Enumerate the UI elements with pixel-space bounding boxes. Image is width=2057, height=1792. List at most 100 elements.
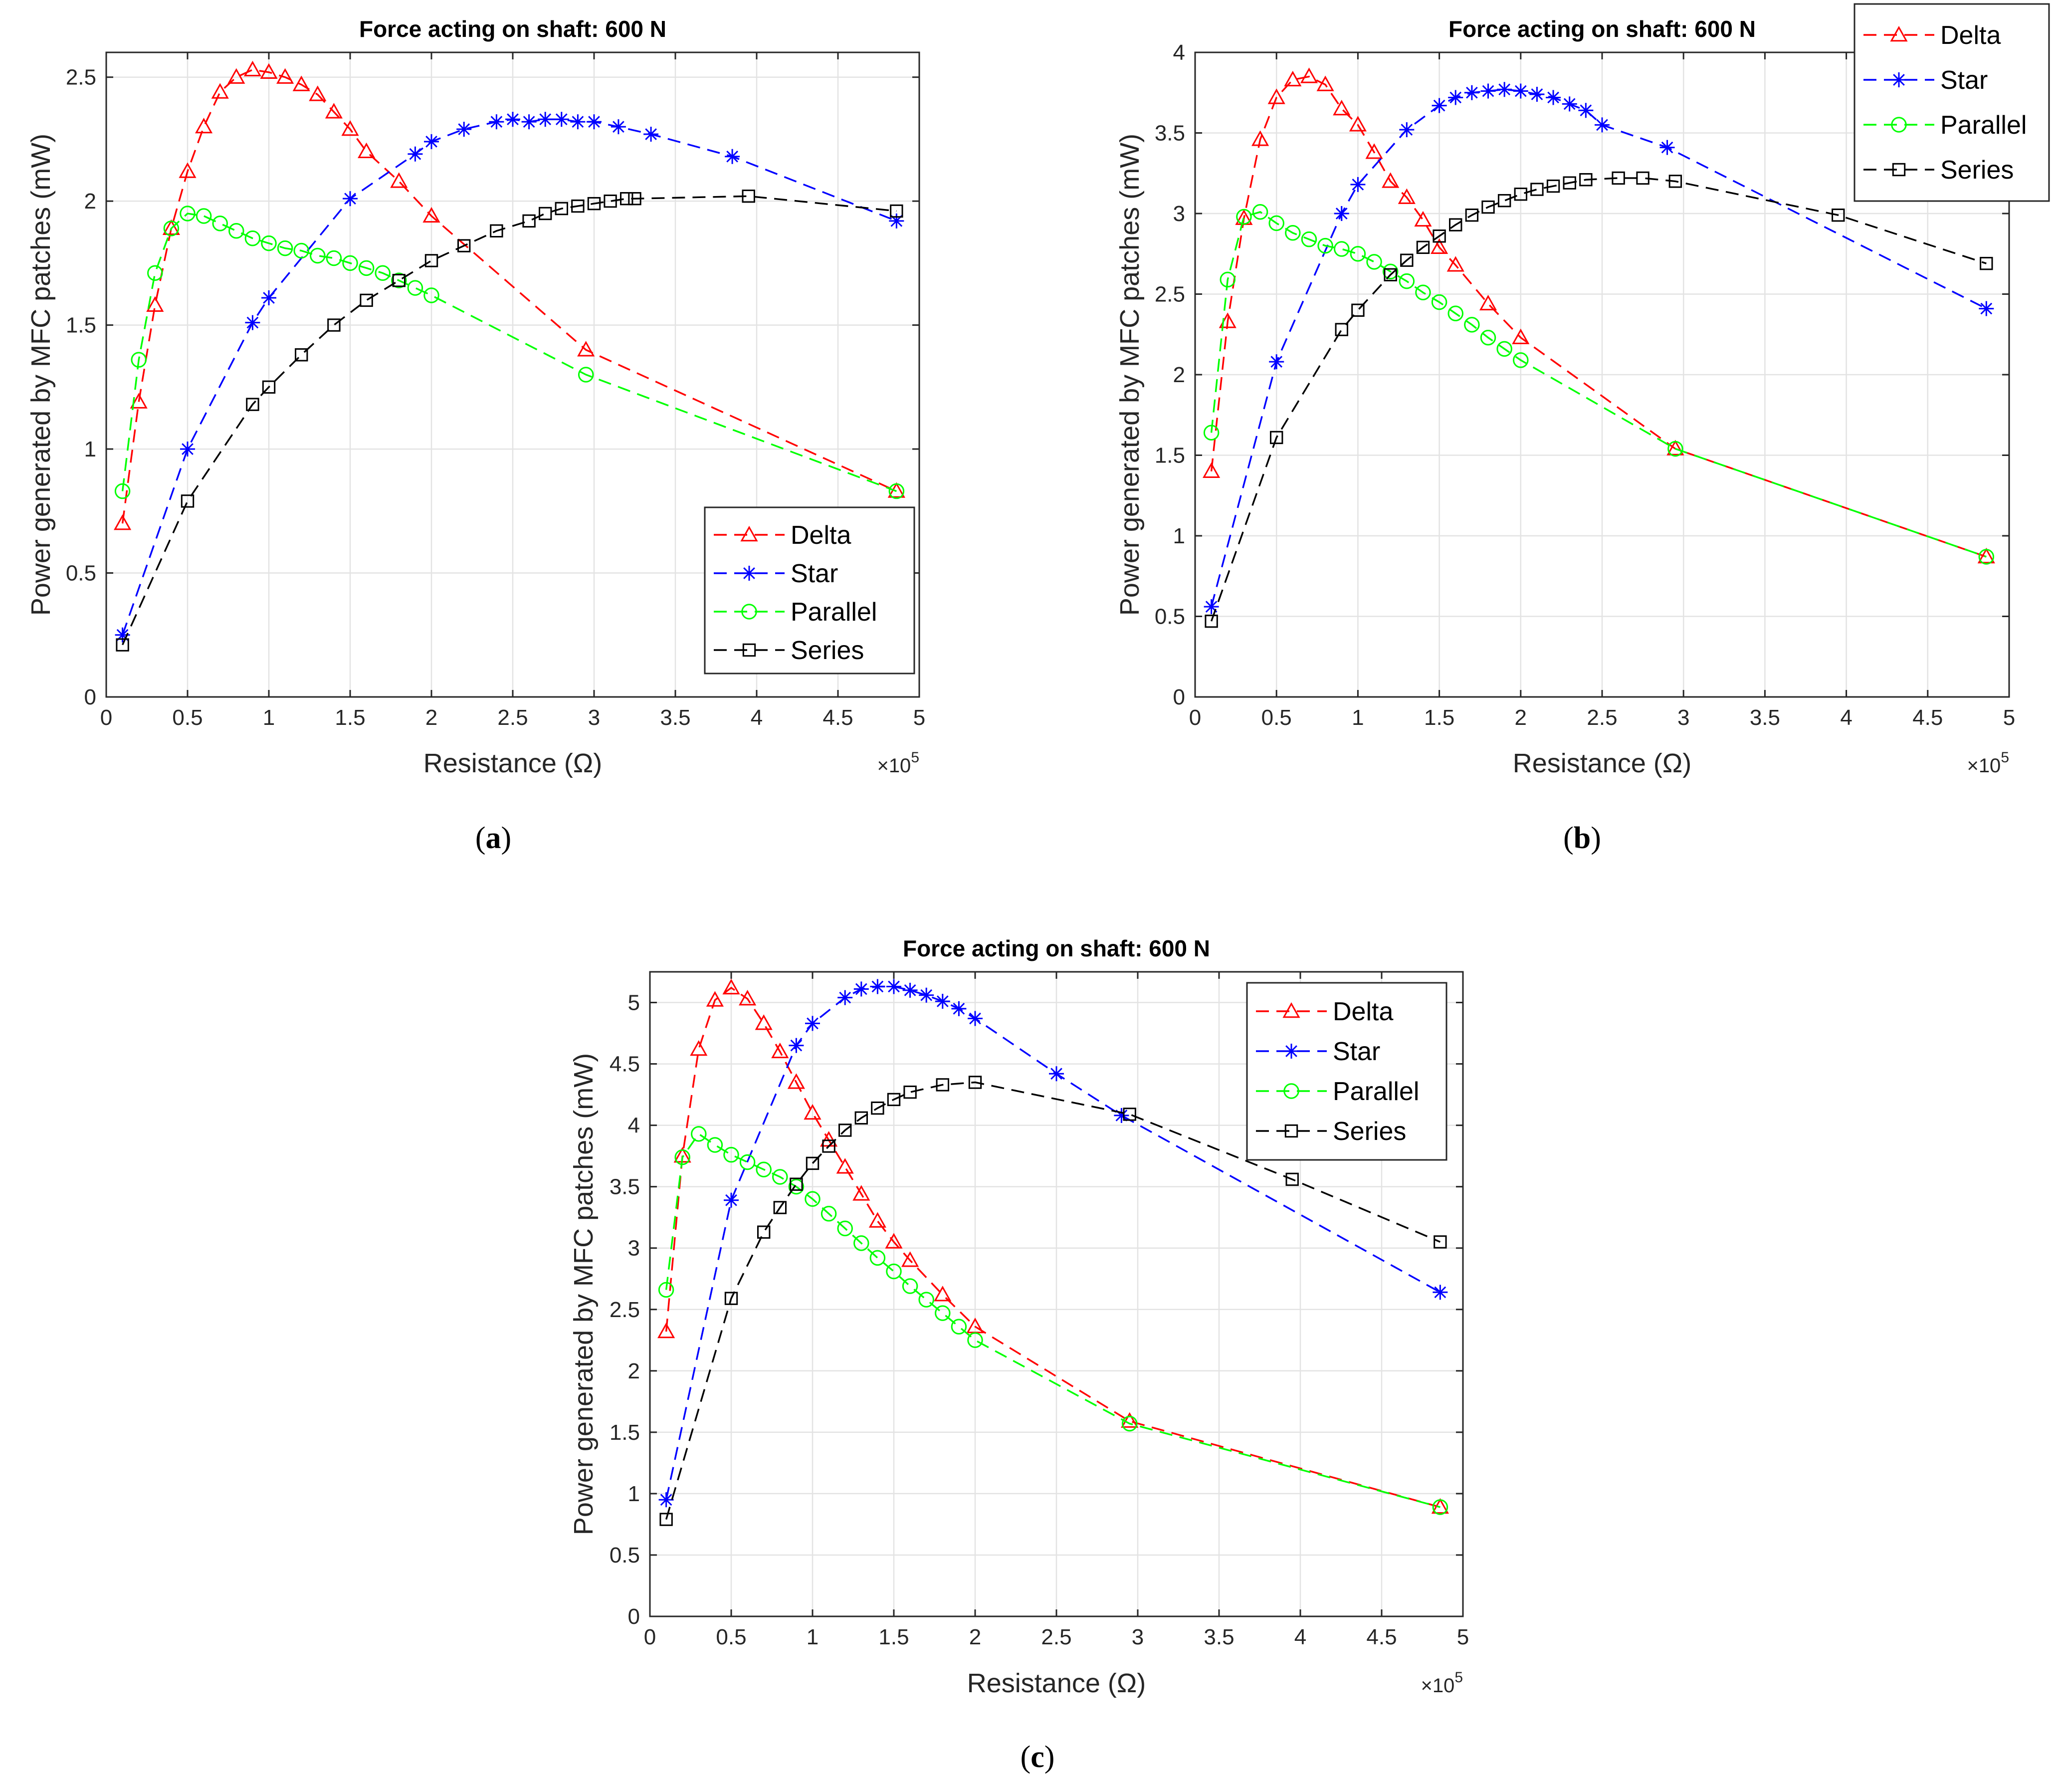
- data-point-parallel: [935, 1305, 951, 1321]
- legend-label-parallel: Parallel: [1940, 111, 2027, 140]
- x-tick-label: 1: [1352, 705, 1364, 730]
- y-tick-label: 3.5: [610, 1175, 640, 1199]
- y-axis-label: Power generated by MFC patches (mW): [569, 1053, 599, 1535]
- x-tick-label: 3: [588, 705, 600, 730]
- series-line-parallel: [1210, 211, 1987, 558]
- series-delta: [114, 60, 905, 530]
- x-tick-label: 1: [263, 705, 275, 730]
- x-axis-exponent-power: 5: [1454, 1669, 1463, 1686]
- data-point-delta: [130, 393, 148, 409]
- data-point-parallel: [293, 242, 309, 259]
- data-point-parallel: [918, 1292, 934, 1308]
- data-point-delta: [1479, 294, 1497, 311]
- data-point-series: [659, 1513, 673, 1526]
- data-point-parallel: [1382, 263, 1399, 280]
- data-point-star: [1529, 86, 1545, 102]
- data-point-star: [1497, 82, 1512, 97]
- legend-entry-delta: Delta: [714, 521, 851, 550]
- x-axis-exponent-power: 5: [911, 749, 919, 766]
- data-point-delta: [309, 85, 327, 101]
- panel-label-close: ): [1044, 1740, 1055, 1774]
- data-point-delta: [934, 1286, 952, 1302]
- y-tick-label: 1.5: [66, 313, 96, 338]
- data-point-delta: [1203, 462, 1221, 478]
- y-axis-label: Power generated by MFC patches (mW): [26, 134, 56, 616]
- data-point-delta: [179, 162, 197, 178]
- data-point-parallel: [1252, 204, 1268, 220]
- y-tick-label: 2.5: [66, 65, 96, 90]
- data-point-parallel: [723, 1146, 739, 1163]
- legend-marker-delta: [1282, 1002, 1300, 1018]
- legend-entry-star: Star: [1256, 1037, 1380, 1066]
- data-point-series: [1351, 303, 1365, 317]
- data-point-parallel: [1447, 305, 1463, 322]
- legend-label-parallel: Parallel: [791, 598, 877, 627]
- legend-marker-star: [1891, 72, 1906, 87]
- data-point-series: [181, 494, 195, 508]
- y-tick-label: 2: [1173, 363, 1185, 387]
- x-axis-exponent-base: ×10: [1967, 755, 2001, 777]
- y-tick-label: 4.5: [610, 1052, 640, 1077]
- data-point-star: [789, 1038, 804, 1053]
- data-point-parallel: [358, 260, 375, 276]
- data-point-series: [936, 1078, 949, 1092]
- data-point-parallel: [756, 1161, 772, 1177]
- panel-label-letter: c: [1030, 1740, 1044, 1774]
- series-parallel: [658, 1126, 1448, 1515]
- data-point-series: [1832, 209, 1845, 222]
- series-parallel: [1203, 204, 1995, 565]
- x-tick-label: 4: [1840, 705, 1852, 730]
- data-point-parallel: [196, 208, 212, 224]
- data-point-series: [1449, 218, 1462, 231]
- data-point-series: [1579, 173, 1593, 187]
- data-point-star: [1513, 83, 1528, 99]
- x-tick-label: 2.5: [1041, 1625, 1071, 1649]
- y-tick-label: 1: [84, 437, 96, 461]
- legend-entry-star: Star: [714, 559, 838, 588]
- data-point-delta: [657, 1322, 675, 1339]
- x-tick-label: 4.5: [823, 705, 853, 730]
- data-point-parallel: [951, 1319, 967, 1335]
- legend-entry-series: Series: [1863, 156, 2014, 185]
- data-point-parallel: [821, 1206, 837, 1222]
- data-point-parallel: [114, 483, 131, 499]
- data-point-delta: [1349, 116, 1367, 132]
- data-point-series: [1285, 1172, 1299, 1186]
- series-layer: [1203, 67, 1995, 628]
- series-line-delta: [1210, 75, 1987, 558]
- data-point-delta: [755, 1014, 773, 1030]
- data-point-delta: [1977, 547, 1995, 564]
- legend-label-series: Series: [791, 636, 864, 665]
- data-point-series: [392, 273, 406, 287]
- data-point-star: [1480, 83, 1496, 99]
- data-point-delta: [260, 63, 278, 79]
- y-tick-label: 1.5: [1155, 444, 1185, 468]
- y-tick-label: 4: [628, 1114, 640, 1138]
- x-axis-exponent-power: 5: [2001, 749, 2009, 766]
- data-point-star: [724, 1192, 739, 1208]
- x-tick-label: 4: [751, 705, 763, 730]
- data-point-star: [521, 114, 537, 130]
- chart-title: Force acting on shaft: 600 N: [903, 935, 1210, 961]
- data-point-parallel: [277, 240, 293, 256]
- data-point-star: [180, 442, 195, 457]
- x-tick-label: 4.5: [1912, 705, 1943, 730]
- data-point-parallel: [1317, 237, 1333, 254]
- data-point-star: [886, 979, 901, 994]
- data-point-series: [822, 1139, 835, 1153]
- data-point-star: [570, 114, 586, 130]
- panel-label-open: (: [1021, 1740, 1031, 1774]
- data-point-delta: [885, 1233, 903, 1249]
- data-point-star: [538, 112, 553, 127]
- data-point-parallel: [310, 247, 326, 264]
- legend-label-star: Star: [791, 559, 838, 588]
- x-tick-label: 3.5: [1204, 1625, 1234, 1649]
- data-point-series: [790, 1177, 803, 1191]
- x-axis-label: Resistance (Ω): [423, 748, 602, 778]
- data-point-delta: [739, 990, 757, 1006]
- data-point-parallel: [1496, 341, 1512, 357]
- legend-entry-delta: Delta: [1256, 997, 1393, 1026]
- data-point-series: [806, 1156, 820, 1170]
- series-star: [115, 112, 904, 643]
- data-point-parallel: [886, 1263, 902, 1280]
